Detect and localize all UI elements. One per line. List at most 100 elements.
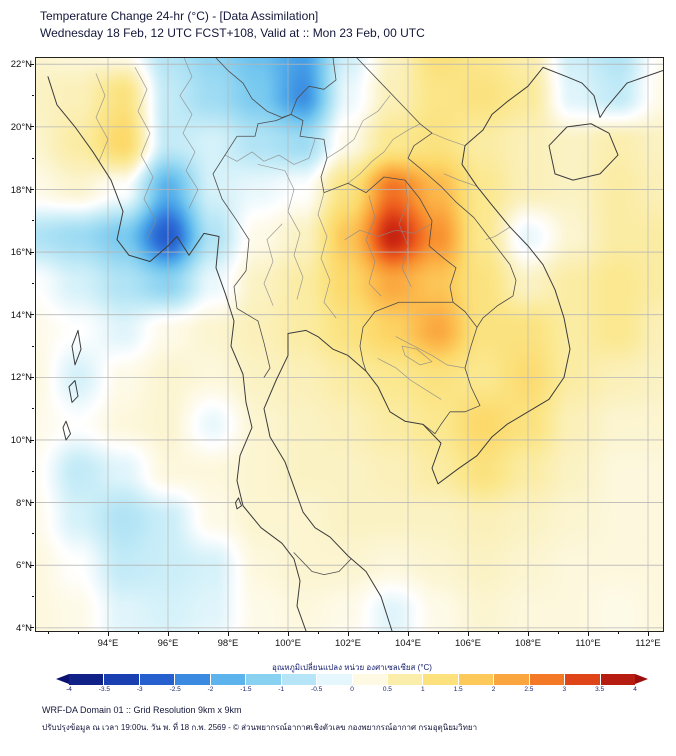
x-tick-mark: [347, 632, 349, 636]
colorbar-tick-label: 2: [491, 686, 496, 693]
x-tick-mark: [527, 632, 529, 636]
island: [72, 330, 81, 364]
y-tick-mark: [30, 314, 34, 316]
admin-boundary: [399, 180, 411, 286]
y-minor-tick: [32, 220, 34, 222]
colorbar-tick-label: 3: [562, 686, 567, 693]
x-minor-tick: [197, 632, 199, 634]
heatmap-canvas: [36, 58, 663, 631]
admin-boundary: [402, 346, 432, 365]
country-border: [291, 58, 351, 114]
colorbar-tick-label: -0.5: [311, 686, 323, 693]
x-minor-tick: [617, 632, 619, 634]
y-tick-label: 16°N: [10, 247, 32, 259]
colorbar-segment: [600, 674, 635, 685]
y-tick-label: 8°N: [16, 497, 32, 509]
x-minor-tick: [77, 632, 79, 634]
x-tick-label: 106°E: [455, 638, 481, 649]
colorbar-ticks: -4 -3.5 -3 -2.5 -2 -1.5 -1 -0.5 0 0.5 1 1.5 2 2.5 3 3.5…: [66, 686, 637, 696]
map-plot-area: [35, 57, 664, 632]
country-border: [351, 58, 516, 327]
country-border: [291, 114, 456, 302]
y-tick-label: 12°N: [10, 372, 32, 384]
colorbar-segment: [494, 674, 529, 685]
x-tick-mark: [107, 632, 109, 636]
coastline: [48, 77, 318, 631]
x-minor-tick: [137, 632, 139, 634]
x-minor-tick: [497, 632, 499, 634]
y-tick-mark: [30, 627, 34, 629]
colorbar-segment: [281, 674, 317, 685]
colorbar-bar: [56, 674, 648, 685]
x-tick-mark: [227, 632, 229, 636]
x-minor-tick: [437, 632, 439, 634]
colorbar-tick-label: 1.5: [453, 686, 463, 693]
colorbar-segments: [69, 674, 635, 685]
x-tick-mark: [287, 632, 289, 636]
x-tick-mark: [167, 632, 169, 636]
y-minor-tick: [32, 345, 34, 347]
x-tick-label: 100°E: [275, 638, 301, 649]
header: Temperature Change 24-hr (°C) - [Data As…: [40, 8, 425, 42]
y-tick-mark: [30, 63, 34, 65]
y-tick-label: 22°N: [10, 59, 32, 71]
y-tick-label: 18°N: [10, 184, 32, 196]
admin-boundary: [327, 96, 390, 159]
colorbar-tick-label: 0: [350, 686, 354, 693]
footer-line1: WRF-DA Domain 01 :: Grid Resolution 9km …: [42, 705, 242, 715]
colorbar-segment: [139, 674, 175, 685]
colorbar-tick-label: 1: [420, 686, 425, 693]
y-tick-mark: [30, 439, 34, 441]
x-tick-label: 96°E: [157, 638, 179, 649]
colorbar-tick-label: 3.5: [595, 686, 605, 693]
admin-boundary: [396, 337, 465, 368]
x-tick-mark: [587, 632, 589, 636]
x-tick-label: 94°E: [97, 638, 119, 649]
y-minor-tick: [32, 533, 34, 535]
colorbar-segment: [175, 674, 210, 685]
colorbar-tick-label: 2.5: [524, 686, 534, 693]
y-minor-tick: [32, 95, 34, 97]
map-overlay-svg: [36, 58, 663, 631]
colorbar: อุณหภูมิเปลี่ยนแปลง หน่วย องศาเซลเซียส (…: [56, 663, 648, 693]
x-tick-label: 110°E: [575, 638, 601, 649]
colorbar-tick-label: 0.5: [382, 686, 392, 693]
x-tick-mark: [647, 632, 649, 636]
y-minor-tick: [32, 157, 34, 159]
y-minor-tick: [32, 470, 34, 472]
admin-boundary: [225, 139, 315, 164]
admin-boundary: [378, 359, 441, 400]
coastline: [264, 67, 570, 631]
y-tick-label: 6°N: [16, 560, 32, 572]
admin-boundary: [345, 224, 432, 240]
colorbar-segment: [104, 674, 139, 685]
admin-boundary: [348, 124, 420, 183]
colorbar-segment: [458, 674, 494, 685]
x-tick-label: 104°E: [395, 638, 421, 649]
x-minor-tick: [317, 632, 319, 634]
colorbar-title: อุณหภูมิเปลี่ยนแปลง หน่วย องศาเซลเซียส (…: [272, 663, 432, 672]
x-minor-tick: [557, 632, 559, 634]
country-border: [294, 553, 351, 575]
x-tick-label: 108°E: [515, 638, 541, 649]
island: [63, 421, 71, 440]
admin-boundary: [366, 196, 381, 296]
y-tick-mark: [30, 189, 34, 190]
y-tick-mark: [30, 126, 34, 128]
y-tick-mark: [30, 564, 34, 566]
y-tick-label: 14°N: [10, 309, 32, 321]
colorbar-segment: [210, 674, 246, 685]
y-minor-tick: [32, 282, 34, 284]
admin-boundary: [135, 67, 156, 239]
admin-boundary: [258, 164, 303, 299]
country-border: [213, 114, 291, 377]
colorbar-segment: [529, 674, 565, 685]
colorbar-tick-label: 4: [633, 686, 637, 693]
colorbar-segment: [317, 674, 352, 685]
admin-boundary: [264, 224, 282, 305]
y-tick-mark: [30, 502, 34, 504]
y-tick-mark: [30, 251, 34, 253]
page-title: Temperature Change 24-hr (°C) - [Data As…: [40, 9, 319, 23]
country-border: [360, 302, 453, 371]
